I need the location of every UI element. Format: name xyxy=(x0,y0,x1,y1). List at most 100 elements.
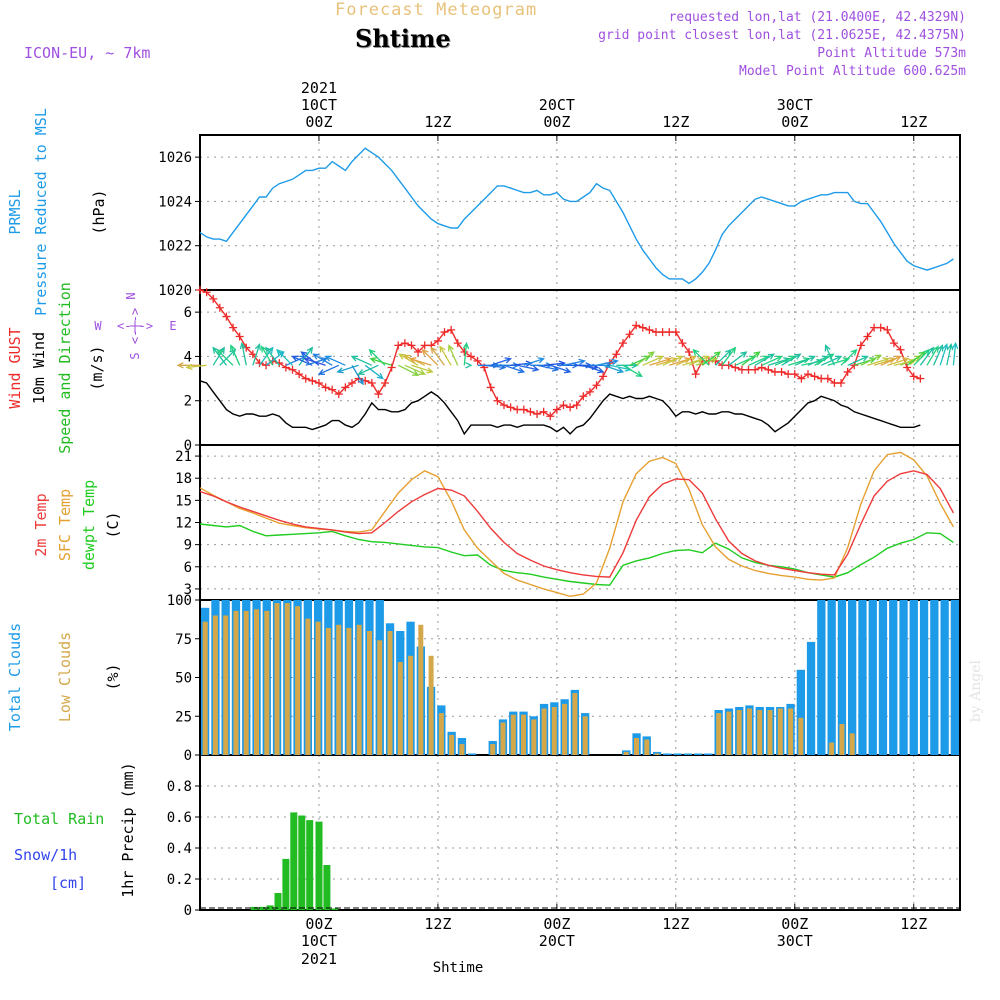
wind-direction-arrow xyxy=(465,362,473,369)
wind-gust-line-point xyxy=(559,401,568,410)
wind-direction-arrow xyxy=(369,357,392,366)
low-cloud-bar xyxy=(767,710,773,755)
wind-gust-line-point xyxy=(506,403,515,412)
total-cloud-bar xyxy=(694,753,703,755)
wind-gust-line-point xyxy=(856,341,865,350)
requested-coords: requested lon,lat (21.0400E, 42.4329N) xyxy=(668,10,966,25)
wind-direction-arrow xyxy=(404,364,427,375)
wind-gust-line-point xyxy=(883,325,892,334)
total-cloud-bar xyxy=(704,753,713,755)
wind-gust-line-point xyxy=(407,341,416,350)
low-cloud-bar xyxy=(798,717,804,755)
wind-direction-arrow xyxy=(728,351,748,366)
wind-direction-arrow xyxy=(317,364,340,375)
low-cloud-bar xyxy=(747,708,752,755)
low-cloud-bar xyxy=(428,655,434,755)
wind-gust-line-point xyxy=(367,379,376,387)
model-altitude: Model Point Altitude 600.625m xyxy=(739,64,966,79)
low-cloud-bar xyxy=(500,722,506,755)
wind-direction-arrow xyxy=(398,364,420,376)
wind-gust-line-point xyxy=(632,321,641,330)
low-cloud-bar xyxy=(438,713,444,755)
x-label-bottom-hour: 12Z xyxy=(424,915,451,933)
wind-gust-line-point xyxy=(328,385,337,394)
rain-bar xyxy=(323,865,331,910)
wind-direction-arrow xyxy=(291,355,313,366)
x-label-bottom-date: 30CT xyxy=(777,932,813,950)
y-tick-label: 0 xyxy=(184,748,192,764)
x-label-bottom-hour: 00Z xyxy=(305,915,332,933)
y-tick-label: 4 xyxy=(184,349,192,365)
snow-unit-legend: [cm] xyxy=(50,874,86,892)
wind-gust-line-point xyxy=(909,372,918,381)
y-tick-label: 1026 xyxy=(158,150,192,166)
wind-direction-arrow xyxy=(364,364,384,380)
wind-gust-line-point xyxy=(288,365,297,374)
wind-gust-line-point xyxy=(493,396,502,405)
wind-gust-line-point xyxy=(460,348,469,356)
wind-gust-line-point xyxy=(916,374,925,383)
wind-gust-line-point xyxy=(579,392,588,401)
low-cloud-bar xyxy=(274,603,280,755)
wind-gust-line-point xyxy=(473,356,482,365)
rain-bar xyxy=(266,905,274,910)
rain-bar xyxy=(315,821,323,910)
wind-direction-arrow xyxy=(794,355,816,366)
x-label-bottom-hour: 12Z xyxy=(662,915,689,933)
rain-bar xyxy=(274,893,282,910)
low-cloud-bar xyxy=(634,738,639,755)
snow-legend: Snow/1h xyxy=(14,846,77,864)
wind-gust-line-point xyxy=(837,379,846,387)
low-cloud-bar xyxy=(408,655,414,755)
wind-gust-line-point xyxy=(447,325,456,334)
low-cloud-bar xyxy=(367,631,372,755)
compass-e: E xyxy=(169,319,176,333)
x-label-top-year: 2021 xyxy=(301,79,337,97)
x-label-bottom-date: 20CT xyxy=(539,932,575,950)
total-cloud-bar xyxy=(848,600,857,755)
total-cloud-bar xyxy=(909,600,918,755)
wind-direction-arrow xyxy=(880,355,902,366)
low-cloud-bar xyxy=(315,621,321,755)
pressure-unit: (hPa) xyxy=(90,189,108,234)
wind-direction-arrow xyxy=(602,364,625,374)
x-label-top-hour: 12Z xyxy=(424,113,451,131)
pressure-label-1: PRMSL xyxy=(6,189,24,234)
wind-direction-arrow xyxy=(260,345,274,366)
total-cloud-bar xyxy=(673,753,682,755)
wind-gust-line-point xyxy=(526,407,535,416)
rain-bar xyxy=(306,820,314,910)
wind-label: 10m Wind xyxy=(30,332,48,404)
wind-direction-arrow xyxy=(421,348,439,366)
pressure-label-2: Pressure Reduced to MSL xyxy=(32,108,50,316)
wind-gust-line-point xyxy=(546,412,555,421)
clouds-unit: (%) xyxy=(104,663,122,690)
panel-frame xyxy=(199,289,961,446)
wind-gust-line-point xyxy=(790,370,799,379)
wind-direction-arrow xyxy=(675,355,697,366)
wind-direction-arrow xyxy=(490,357,513,366)
wind-unit: (m/s) xyxy=(88,345,106,390)
low-cloud-bar xyxy=(521,714,526,755)
wind-gust-line-point xyxy=(314,379,323,387)
y-tick-label: 21 xyxy=(175,449,192,465)
wind-gust-line-point xyxy=(625,330,634,339)
x-label-top-hour: 12Z xyxy=(662,113,689,131)
wind-gust-line-point xyxy=(519,405,528,414)
wind-gust-line-point xyxy=(275,359,284,368)
wind-direction-arrow xyxy=(635,351,656,366)
y-tick-label: 12 xyxy=(175,516,192,532)
x-label-bottom-date: 10CT xyxy=(301,932,337,950)
low-cloud-bar xyxy=(346,627,352,755)
low-cloud-bar xyxy=(551,707,557,755)
y-tick-label: 18 xyxy=(175,471,192,487)
low-cloud-bar xyxy=(397,662,403,755)
temp-unit: (C) xyxy=(104,511,122,538)
low-cloud-bar xyxy=(726,711,732,755)
wind-gust-line-point xyxy=(685,348,694,356)
low-cloud-bar xyxy=(510,714,516,755)
total-cloud-bar xyxy=(468,753,477,755)
wind-gust-line-point xyxy=(889,339,898,348)
wind-direction-arrow xyxy=(430,346,446,366)
wind-gust-line-point xyxy=(671,328,680,337)
